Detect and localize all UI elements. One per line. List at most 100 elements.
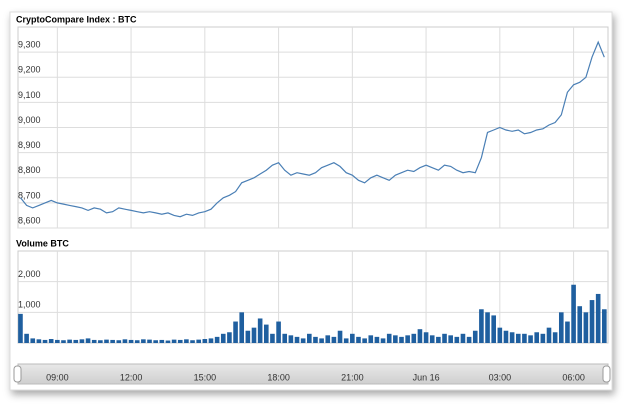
volume-bar xyxy=(177,339,183,343)
volume-bar xyxy=(153,340,158,343)
volume-bar xyxy=(491,315,496,343)
y-tick-label: 8,600 xyxy=(18,215,41,225)
volume-bar xyxy=(589,300,595,343)
y-tick-label: 9,000 xyxy=(18,115,41,125)
volume-bar xyxy=(36,339,42,343)
volume-bar xyxy=(294,336,300,343)
volume-bar xyxy=(122,339,128,343)
volume-bar xyxy=(141,339,146,343)
volume-bar xyxy=(509,332,515,343)
chart-frame xyxy=(9,11,613,391)
volume-title: Volume BTC xyxy=(16,238,69,248)
volume-bar xyxy=(374,336,380,343)
volume-bar xyxy=(546,327,552,343)
volume-bar xyxy=(24,333,29,343)
volume-bar xyxy=(220,333,226,343)
volume-bar xyxy=(571,284,576,343)
x-tick-label: Jun 16 xyxy=(413,372,440,382)
volume-bar xyxy=(98,340,103,343)
volume-bar xyxy=(104,339,109,343)
volume-bar xyxy=(380,338,386,343)
volume-bar xyxy=(251,327,257,343)
volume-bar xyxy=(239,312,245,343)
volume-bar xyxy=(540,333,546,343)
y-tick-label: 8,900 xyxy=(18,140,41,150)
volume-bar xyxy=(350,333,355,343)
volume-bar xyxy=(393,335,398,343)
volume-bar xyxy=(85,338,91,343)
volume-bar xyxy=(552,332,558,343)
volume-bar xyxy=(454,336,460,343)
volume-bar xyxy=(233,321,238,343)
price-title: CryptoCompare Index : BTC xyxy=(16,14,137,24)
volume-bar xyxy=(42,339,48,343)
x-tick-label: 18:00 xyxy=(267,372,290,382)
volume-bar xyxy=(515,333,521,343)
volume-bar xyxy=(257,318,263,343)
volume-bar xyxy=(368,335,374,343)
y-tick-label: 2,000 xyxy=(18,269,41,279)
volume-bar xyxy=(602,309,607,343)
volume-bar xyxy=(331,336,337,343)
volume-bar xyxy=(110,339,115,343)
volume-bar xyxy=(184,339,189,343)
y-tick-label: 9,200 xyxy=(18,65,41,75)
volume-bar xyxy=(282,333,288,343)
volume-bar xyxy=(147,339,152,343)
volume-bar xyxy=(79,339,85,343)
navigator-handle[interactable] xyxy=(602,365,611,383)
volume-bar xyxy=(18,313,23,343)
volume-bar xyxy=(313,336,318,343)
x-tick-label: 15:00 xyxy=(194,372,217,382)
volume-bar xyxy=(165,340,171,343)
volume-bar xyxy=(417,329,423,343)
volume-bar xyxy=(245,330,251,343)
volume-bar xyxy=(497,327,503,343)
volume-bar xyxy=(429,335,435,343)
volume-bar xyxy=(134,340,140,343)
volume-bar xyxy=(343,338,349,343)
x-tick-label: 12:00 xyxy=(120,372,143,382)
x-tick-label: 21:00 xyxy=(341,372,364,382)
volume-bar xyxy=(337,330,343,343)
volume-bar xyxy=(196,339,201,343)
volume-bar xyxy=(479,309,484,343)
y-tick-label: 9,100 xyxy=(18,90,41,100)
volume-bar xyxy=(565,321,570,343)
navigator-handle[interactable] xyxy=(13,365,22,383)
volume-bar xyxy=(227,332,232,343)
volume-bar xyxy=(534,332,540,343)
y-tick-label: 8,700 xyxy=(18,190,41,200)
volume-bar xyxy=(128,339,134,343)
volume-bar xyxy=(485,312,490,343)
volume-bar xyxy=(263,324,269,343)
volume-bar xyxy=(30,338,36,343)
volume-bar xyxy=(300,338,306,343)
volume-bar xyxy=(577,306,583,343)
volume-bar xyxy=(73,339,79,343)
y-tick-label: 9,300 xyxy=(18,40,41,50)
volume-bar xyxy=(288,335,294,343)
volume-bar xyxy=(91,339,97,343)
y-tick-label: 8,800 xyxy=(18,165,41,175)
navigator[interactable] xyxy=(17,363,609,385)
volume-bar xyxy=(48,339,54,343)
volume-bar xyxy=(356,336,361,343)
y-tick-label: 1,000 xyxy=(18,300,41,310)
volume-bar xyxy=(442,333,447,343)
volume-bar xyxy=(595,293,601,343)
volume-bar xyxy=(362,338,367,343)
volume-plot-border xyxy=(17,250,609,344)
x-tick-label: 06:00 xyxy=(562,372,585,382)
volume-bar xyxy=(214,336,220,343)
volume-bar xyxy=(307,333,312,343)
volume-bar xyxy=(528,335,533,343)
price-line xyxy=(20,40,605,218)
volume-bar xyxy=(325,335,331,343)
volume-bar xyxy=(55,339,60,343)
volume-bar xyxy=(405,335,410,343)
volume-bar xyxy=(436,336,441,343)
volume-bar xyxy=(503,330,509,343)
volume-bar xyxy=(61,340,66,343)
